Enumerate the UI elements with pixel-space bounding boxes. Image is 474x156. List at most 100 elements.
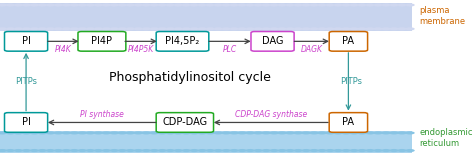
Circle shape xyxy=(149,27,159,30)
Circle shape xyxy=(357,3,367,7)
Circle shape xyxy=(285,131,295,134)
Circle shape xyxy=(14,149,23,152)
FancyBboxPatch shape xyxy=(156,32,209,51)
Circle shape xyxy=(22,27,31,30)
Circle shape xyxy=(62,3,71,7)
Circle shape xyxy=(389,3,399,7)
Circle shape xyxy=(70,3,79,7)
Circle shape xyxy=(397,27,407,30)
Circle shape xyxy=(229,131,239,134)
Circle shape xyxy=(374,27,383,30)
Circle shape xyxy=(333,149,343,152)
Text: PA: PA xyxy=(342,117,355,127)
Circle shape xyxy=(205,27,215,30)
Circle shape xyxy=(78,131,87,134)
Circle shape xyxy=(277,27,287,30)
Circle shape xyxy=(22,3,31,7)
Circle shape xyxy=(78,3,87,7)
Circle shape xyxy=(198,3,207,7)
Circle shape xyxy=(37,3,47,7)
Circle shape xyxy=(246,149,255,152)
Circle shape xyxy=(374,149,383,152)
Circle shape xyxy=(29,27,39,30)
Circle shape xyxy=(277,3,287,7)
Circle shape xyxy=(93,131,103,134)
Circle shape xyxy=(293,131,303,134)
Circle shape xyxy=(118,3,127,7)
Bar xyxy=(0,3,412,31)
Circle shape xyxy=(285,3,295,7)
Circle shape xyxy=(54,149,63,152)
Circle shape xyxy=(381,27,391,30)
Circle shape xyxy=(254,27,263,30)
Circle shape xyxy=(29,3,39,7)
Circle shape xyxy=(374,131,383,134)
Circle shape xyxy=(301,27,311,30)
Circle shape xyxy=(118,27,127,30)
Text: PI: PI xyxy=(22,36,30,46)
Circle shape xyxy=(142,149,151,152)
Circle shape xyxy=(318,27,327,30)
Circle shape xyxy=(54,27,63,30)
Circle shape xyxy=(374,3,383,7)
Text: PI synthase: PI synthase xyxy=(80,110,124,119)
Circle shape xyxy=(190,149,199,152)
Circle shape xyxy=(277,149,287,152)
Circle shape xyxy=(349,131,359,134)
Circle shape xyxy=(0,131,7,134)
Circle shape xyxy=(85,3,95,7)
Circle shape xyxy=(397,131,407,134)
Circle shape xyxy=(37,131,47,134)
Circle shape xyxy=(405,3,415,7)
Circle shape xyxy=(318,149,327,152)
Circle shape xyxy=(126,131,135,134)
Circle shape xyxy=(118,131,127,134)
Circle shape xyxy=(142,3,151,7)
Circle shape xyxy=(221,3,231,7)
Circle shape xyxy=(109,3,119,7)
Circle shape xyxy=(78,149,87,152)
Circle shape xyxy=(93,27,103,30)
Circle shape xyxy=(85,131,95,134)
Circle shape xyxy=(365,131,375,134)
Circle shape xyxy=(357,131,367,134)
Text: endoplasmic
reticulum: endoplasmic reticulum xyxy=(419,128,473,148)
Circle shape xyxy=(182,131,191,134)
Circle shape xyxy=(62,131,71,134)
Circle shape xyxy=(310,3,319,7)
Circle shape xyxy=(165,149,175,152)
Circle shape xyxy=(134,149,143,152)
Circle shape xyxy=(325,3,335,7)
Circle shape xyxy=(190,131,199,134)
Circle shape xyxy=(254,3,263,7)
Circle shape xyxy=(254,131,263,134)
Circle shape xyxy=(213,27,223,30)
Text: PA: PA xyxy=(342,36,355,46)
Circle shape xyxy=(6,27,15,30)
Circle shape xyxy=(182,27,191,30)
Circle shape xyxy=(14,3,23,7)
Circle shape xyxy=(333,131,343,134)
Circle shape xyxy=(237,149,247,152)
Text: PI4K: PI4K xyxy=(55,45,72,54)
Circle shape xyxy=(261,27,271,30)
Circle shape xyxy=(101,149,111,152)
Circle shape xyxy=(101,3,111,7)
Circle shape xyxy=(126,27,135,30)
Circle shape xyxy=(46,3,55,7)
Circle shape xyxy=(405,149,415,152)
Text: PI4P5K: PI4P5K xyxy=(128,45,154,54)
Circle shape xyxy=(85,27,95,30)
Circle shape xyxy=(285,27,295,30)
Circle shape xyxy=(149,3,159,7)
Circle shape xyxy=(310,131,319,134)
Circle shape xyxy=(14,27,23,30)
Circle shape xyxy=(157,3,167,7)
Circle shape xyxy=(365,3,375,7)
FancyBboxPatch shape xyxy=(78,32,126,51)
Circle shape xyxy=(165,131,175,134)
Circle shape xyxy=(357,27,367,30)
Circle shape xyxy=(325,27,335,30)
Circle shape xyxy=(229,27,239,30)
Circle shape xyxy=(221,131,231,134)
